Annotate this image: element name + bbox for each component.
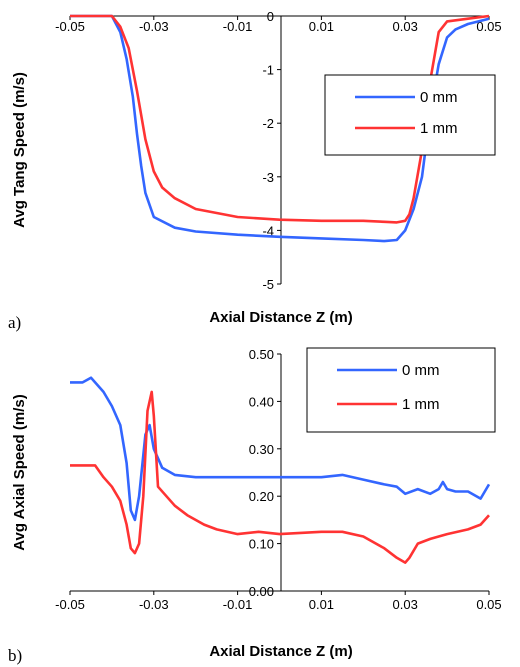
panel1-y-axis-label: Avg Tang Speed (m/s) (11, 72, 28, 228)
panel1-legend-label-1mm: 1 mm (420, 120, 458, 137)
panel2-series-line-0mm (70, 376, 491, 522)
panel2-y-tick-label: 0.40 (249, 394, 274, 409)
panel1-x-tick-label: -0.03 (139, 19, 169, 34)
panel2-x-tick-label: 0.03 (393, 597, 418, 612)
panel2-y-axis-label: Avg Axial Speed (m/s) (11, 394, 28, 550)
panel2-series-line-1mm (70, 390, 490, 564)
panel1-x-tick-label: -0.05 (55, 19, 85, 34)
panel1-y-tick-label: 0 (267, 9, 274, 24)
panel1-legend-label-0mm: 0 mm (420, 89, 458, 106)
panel1-y-tick-label: -4 (262, 223, 274, 238)
panel1-x-tick-label: 0.01 (309, 19, 334, 34)
panel2-y-tick-label: 0.30 (249, 442, 274, 457)
panel2-x-tick-label: -0.03 (139, 597, 169, 612)
panel2-y-tick-label: 0.00 (249, 584, 274, 599)
panel2-legend-label-0mm: 0 mm (402, 362, 440, 379)
panel2-x-tick-label: -0.01 (223, 597, 253, 612)
panel2-legend-box (306, 347, 496, 433)
panel1-panel-label: a) (8, 313, 21, 332)
panel2-panel-label: b) (8, 646, 22, 665)
panel1-x-axis-label: Axial Distance Z (m) (209, 309, 352, 326)
panel1-legend-box (324, 74, 496, 156)
panel1-y-tick-label: -1 (262, 63, 274, 78)
panel1-y-tick-label: -5 (262, 277, 274, 292)
panel2-legend-label-1mm: 1 mm (402, 396, 440, 413)
panel2-y-tick-label: 0.10 (249, 537, 274, 552)
panel1-x-tick-label: 0.05 (476, 19, 501, 34)
panel2-y-tick-label: 0.50 (249, 347, 274, 362)
panel2-x-axis-label: Axial Distance Z (m) (209, 643, 352, 660)
panel2-y-tick-label: 0.20 (249, 489, 274, 504)
panel1-y-tick-label: -2 (262, 116, 274, 131)
panel2-x-tick-label: 0.05 (476, 597, 501, 612)
panel2-x-tick-label: 0.01 (309, 597, 334, 612)
panel1-x-tick-label: 0.03 (393, 19, 418, 34)
panel1-y-tick-label: -3 (262, 170, 274, 185)
panel1-x-tick-label: -0.01 (223, 19, 253, 34)
panel2-x-tick-label: -0.05 (55, 597, 85, 612)
